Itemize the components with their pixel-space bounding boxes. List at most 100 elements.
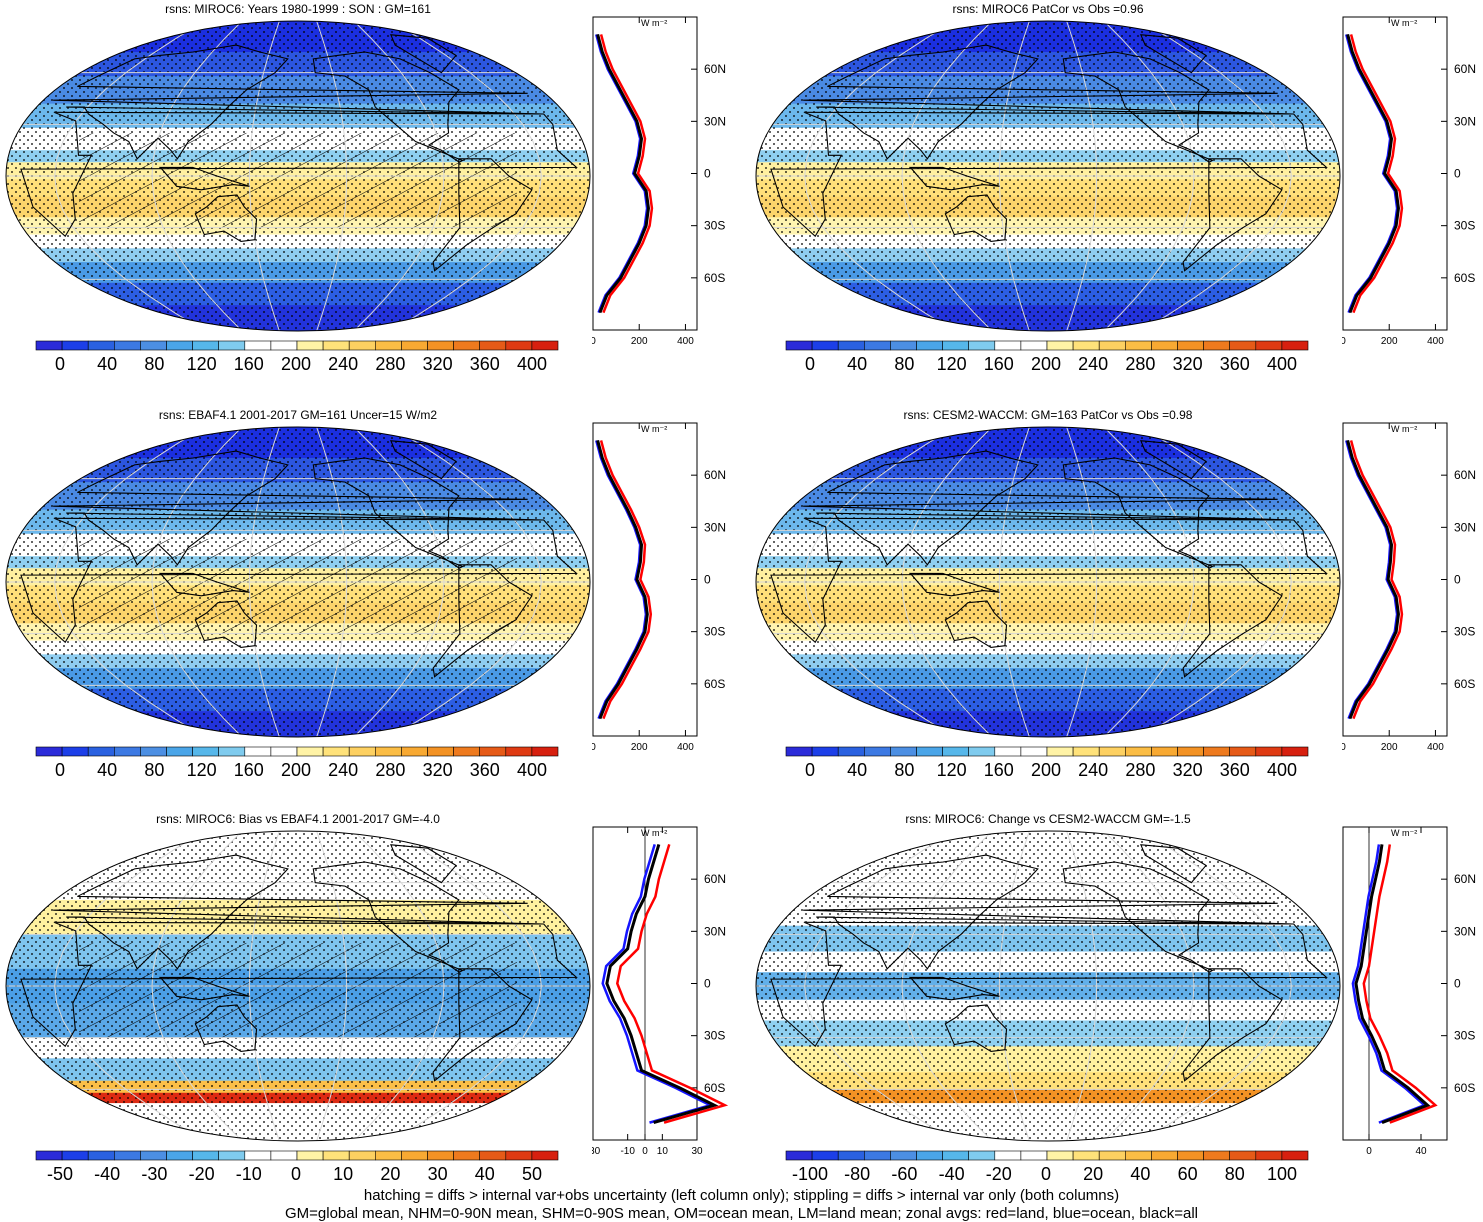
zonal-series-line: [601, 844, 714, 1124]
colorbar-tick-label: 0: [54, 354, 66, 374]
colorbar-swatch: [192, 1150, 220, 1161]
zonal-mean-panel: W m⁻² 60N 30N 0 30S 60S 0 200 400: [592, 16, 726, 347]
colorbar-swatch: [1046, 1150, 1074, 1161]
colorbar-swatch: [166, 1150, 193, 1161]
zonal-tick-label: 400: [1427, 336, 1444, 347]
colorbar-tick-label: 10: [333, 1164, 354, 1184]
colorbar-swatch: [531, 746, 559, 757]
colorbar-swatch: [811, 1150, 839, 1161]
colorbar-swatch: [192, 340, 220, 351]
zonal-tick-label: 400: [1427, 742, 1444, 753]
colorbar-swatch: [244, 746, 272, 757]
colorbar-swatch: [785, 340, 813, 351]
footer-line-1: hatching = diffs > internal var+obs unce…: [363, 1187, 1120, 1204]
colorbar-tick-label: 50: [521, 1164, 543, 1184]
colorbar-tick-label: 160: [233, 760, 264, 780]
colorbar-swatch: [140, 746, 167, 757]
colorbar-swatch: [1281, 746, 1309, 757]
colorbar-tick-label: -20: [985, 1164, 1012, 1184]
colorbar-swatch: [837, 1150, 865, 1161]
colorbar-tick-label: -80: [844, 1164, 871, 1184]
colorbar-swatch: [322, 746, 350, 757]
map-panel: [5, 20, 591, 332]
colorbar-tick-label: 360: [469, 354, 500, 374]
colorbar-tick-label: -100: [791, 1164, 829, 1184]
lat-tick-label: 0: [704, 167, 711, 181]
lat-tick-label: 30S: [704, 219, 725, 233]
lat-tick-label: 60N: [704, 62, 726, 76]
colorbar-swatch: [348, 340, 376, 351]
zonal-series-line: [1351, 844, 1427, 1124]
zonal-series-line: [599, 440, 653, 720]
colorbar-tick-label: 0: [804, 760, 816, 780]
colorbar-tick-label: 320: [1172, 760, 1203, 780]
colorbar-swatch: [1098, 1150, 1126, 1161]
panel-title: rsns: CESM2-WACCM: GM=163 PatCor vs Obs …: [903, 408, 1193, 422]
colorbar-tick-label: -40: [938, 1164, 965, 1184]
lat-tick-label: 30S: [704, 1029, 725, 1043]
colorbar-swatch: [1281, 340, 1309, 351]
colorbar-swatch: [479, 340, 507, 351]
map-panel: [755, 426, 1341, 738]
colorbar-swatch: [87, 1150, 115, 1161]
colorbar-swatch: [427, 1150, 454, 1161]
colorbar-swatch: [218, 1150, 246, 1161]
colorbar-tick-label: 160: [233, 354, 264, 374]
colorbar-tick-label: -60: [891, 1164, 918, 1184]
colorbar: [35, 1150, 559, 1161]
colorbar-swatch: [1072, 1150, 1100, 1161]
colorbar-swatch: [296, 1150, 324, 1161]
colorbar-swatch: [531, 1150, 559, 1161]
lat-tick-label: 60S: [704, 271, 725, 285]
colorbar-swatch: [505, 746, 533, 757]
colorbar-tick-label: 320: [422, 760, 453, 780]
colorbar-swatch: [1229, 340, 1257, 351]
colorbar-tick-label: 40: [474, 1164, 495, 1184]
zonal-series-line: [1349, 440, 1404, 720]
lat-tick-label: 30N: [1454, 520, 1476, 534]
colorbar-tick-label: 360: [1219, 354, 1250, 374]
map-panel: [755, 830, 1341, 1142]
colorbar-swatch: [453, 340, 481, 351]
unit-label: W m⁻²: [641, 424, 667, 434]
unit-label: W m⁻²: [1391, 828, 1417, 838]
colorbar-swatch: [890, 340, 917, 351]
unit-label: W m⁻²: [1391, 18, 1417, 28]
colorbar-tick-label: 280: [1125, 760, 1156, 780]
colorbar-tick-label: -50: [46, 1164, 74, 1184]
colorbar-swatch: [994, 340, 1022, 351]
map-panel: [5, 830, 591, 1142]
zonal-tick-label: 0: [1366, 1146, 1372, 1157]
colorbar-swatch: [811, 340, 839, 351]
colorbar-swatch: [1072, 340, 1100, 351]
colorbar-tick-label: 40: [847, 354, 868, 374]
colorbar-swatch: [864, 746, 891, 757]
colorbar-swatch: [270, 1150, 298, 1161]
colorbar-swatch: [968, 1150, 996, 1161]
zonal-tick-label: 0: [642, 1146, 648, 1157]
zonal-series-line: [615, 844, 729, 1124]
colorbar-swatch: [785, 746, 813, 757]
colorbar-tick-label: 120: [186, 760, 217, 780]
colorbar-tick-label: 30: [427, 1164, 448, 1184]
colorbar-swatch: [1072, 746, 1100, 757]
unit-label: W m⁻²: [1391, 424, 1417, 434]
lat-tick-label: 60N: [704, 872, 726, 886]
zonal-tick-label: 0: [592, 742, 596, 753]
colorbar-swatch: [244, 340, 272, 351]
colorbar-tick-label: 200: [1030, 354, 1062, 374]
colorbar-tick-label: 240: [1078, 760, 1109, 780]
zonal-mean-panel: W m⁻² 60N 30N 0 30S 60S -30 -10 0 10 30: [592, 826, 729, 1157]
colorbar-swatch: [1124, 746, 1152, 757]
colorbar-tick-label: 80: [894, 354, 915, 374]
zonal-series-line: [1349, 34, 1404, 314]
zonal-mean-panel: W m⁻² 60N 30N 0 30S 60S 0 40: [1342, 826, 1476, 1157]
colorbar-tick-label: 360: [469, 760, 500, 780]
zonal-tick-label: -30: [592, 1146, 601, 1157]
colorbar-swatch: [1046, 746, 1074, 757]
colorbar-swatch: [374, 746, 402, 757]
zonal-series-line: [1346, 440, 1400, 720]
zonal-mean-panel: W m⁻² 60N 30N 0 30S 60S 0 200 400: [1342, 16, 1476, 347]
colorbar-swatch: [837, 340, 865, 351]
colorbar-swatch: [35, 1150, 63, 1161]
